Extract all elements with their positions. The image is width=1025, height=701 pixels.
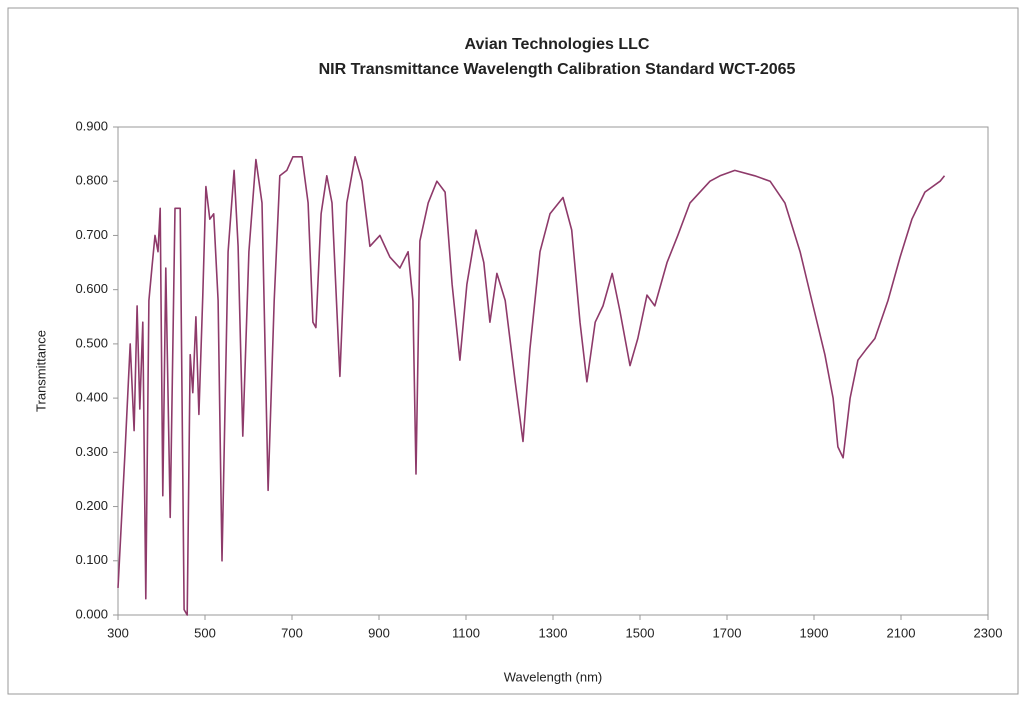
y-tick-label: 0.100 [75, 552, 108, 567]
x-tick-label: 1300 [539, 625, 568, 640]
x-tick-label: 500 [194, 625, 216, 640]
y-tick-label: 0.400 [75, 390, 108, 405]
x-tick-label: 1100 [452, 625, 480, 640]
chart-frame [7, 7, 1019, 695]
y-tick-label: 0.000 [75, 606, 108, 621]
y-tick-label: 0.700 [75, 227, 108, 242]
y-tick-label: 0.500 [75, 335, 108, 350]
spectrum-line [117, 156, 946, 616]
x-tick-label: 900 [368, 625, 390, 640]
x-tick-label: 300 [107, 625, 129, 640]
x-tick-label: 1900 [800, 625, 829, 640]
y-tick-label: 0.900 [75, 118, 108, 133]
x-tick-label: 2300 [974, 625, 1003, 640]
y-tick-label: 0.600 [75, 281, 108, 296]
chart-subtitle: NIR Transmittance Wavelength Calibration… [319, 61, 796, 78]
x-axis-label: Wavelength (nm) [504, 669, 603, 684]
chart-title: Avian Technologies LLC [465, 36, 650, 53]
y-tick-label: 0.200 [75, 498, 108, 513]
x-tick-label: 700 [281, 625, 303, 640]
y-tick-label: 0.800 [75, 173, 108, 188]
x-tick-label: 1500 [626, 625, 655, 640]
y-tick-label: 0.300 [75, 444, 108, 459]
y-axis-label: Transmittance [33, 330, 48, 412]
x-tick-label: 2100 [887, 625, 916, 640]
x-tick-label: 1700 [713, 625, 742, 640]
